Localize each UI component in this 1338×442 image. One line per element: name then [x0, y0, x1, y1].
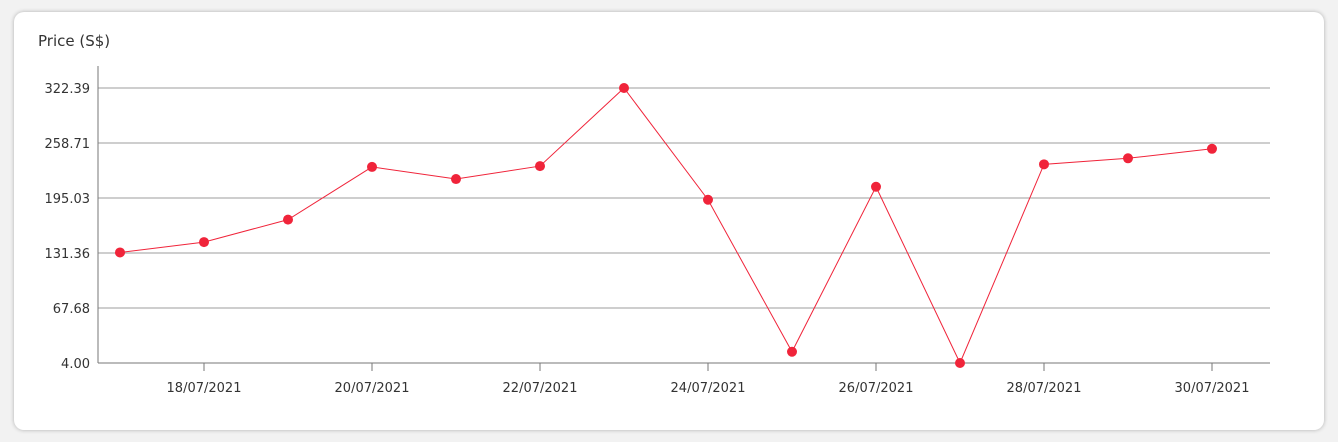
data-point[interactable]: [1039, 159, 1049, 170]
data-point[interactable]: [535, 161, 545, 172]
series-line: [119, 87, 1213, 365]
x-tick-label: 18/07/2021: [167, 381, 242, 396]
x-tick-labels: 18/07/2021 20/07/2021 22/07/2021 24/07/2021…: [167, 363, 1250, 396]
x-tick-label: 22/07/2021: [503, 381, 578, 396]
y-tick-label: 258.71: [45, 137, 91, 152]
data-point[interactable]: [367, 161, 377, 172]
y-tick-labels: 4.00 67.68 131.36 195.03 258.71 322.39: [45, 82, 91, 372]
data-point[interactable]: [1207, 143, 1217, 154]
data-point[interactable]: [871, 181, 881, 192]
data-point[interactable]: [1123, 153, 1133, 164]
axes: [97, 66, 1270, 364]
data-point[interactable]: [703, 194, 713, 205]
price-line: [119, 87, 1213, 365]
x-tick-label: 26/07/2021: [839, 381, 914, 396]
y-tick-label: 131.36: [45, 247, 91, 262]
chart-card: Price (S$): [14, 12, 1324, 430]
y-tick-label: 67.68: [53, 302, 90, 317]
data-point[interactable]: [451, 174, 461, 185]
data-point[interactable]: [787, 346, 797, 357]
y-tick-label: 4.00: [61, 357, 90, 372]
x-tick-label: 28/07/2021: [1007, 381, 1082, 396]
x-tick-label: 20/07/2021: [335, 381, 410, 396]
data-point[interactable]: [619, 83, 629, 93]
data-point[interactable]: [955, 358, 965, 368]
data-point[interactable]: [283, 214, 293, 225]
gridlines: [98, 87, 1270, 309]
y-tick-label: 322.39: [45, 82, 91, 97]
y-axis-title: Price (S$): [38, 32, 111, 50]
x-tick-label: 24/07/2021: [671, 381, 746, 396]
data-points: [115, 83, 1217, 368]
data-point[interactable]: [115, 247, 125, 258]
x-tick-label: 30/07/2021: [1175, 381, 1250, 396]
y-tick-label: 195.03: [45, 192, 91, 207]
data-point[interactable]: [199, 237, 209, 248]
